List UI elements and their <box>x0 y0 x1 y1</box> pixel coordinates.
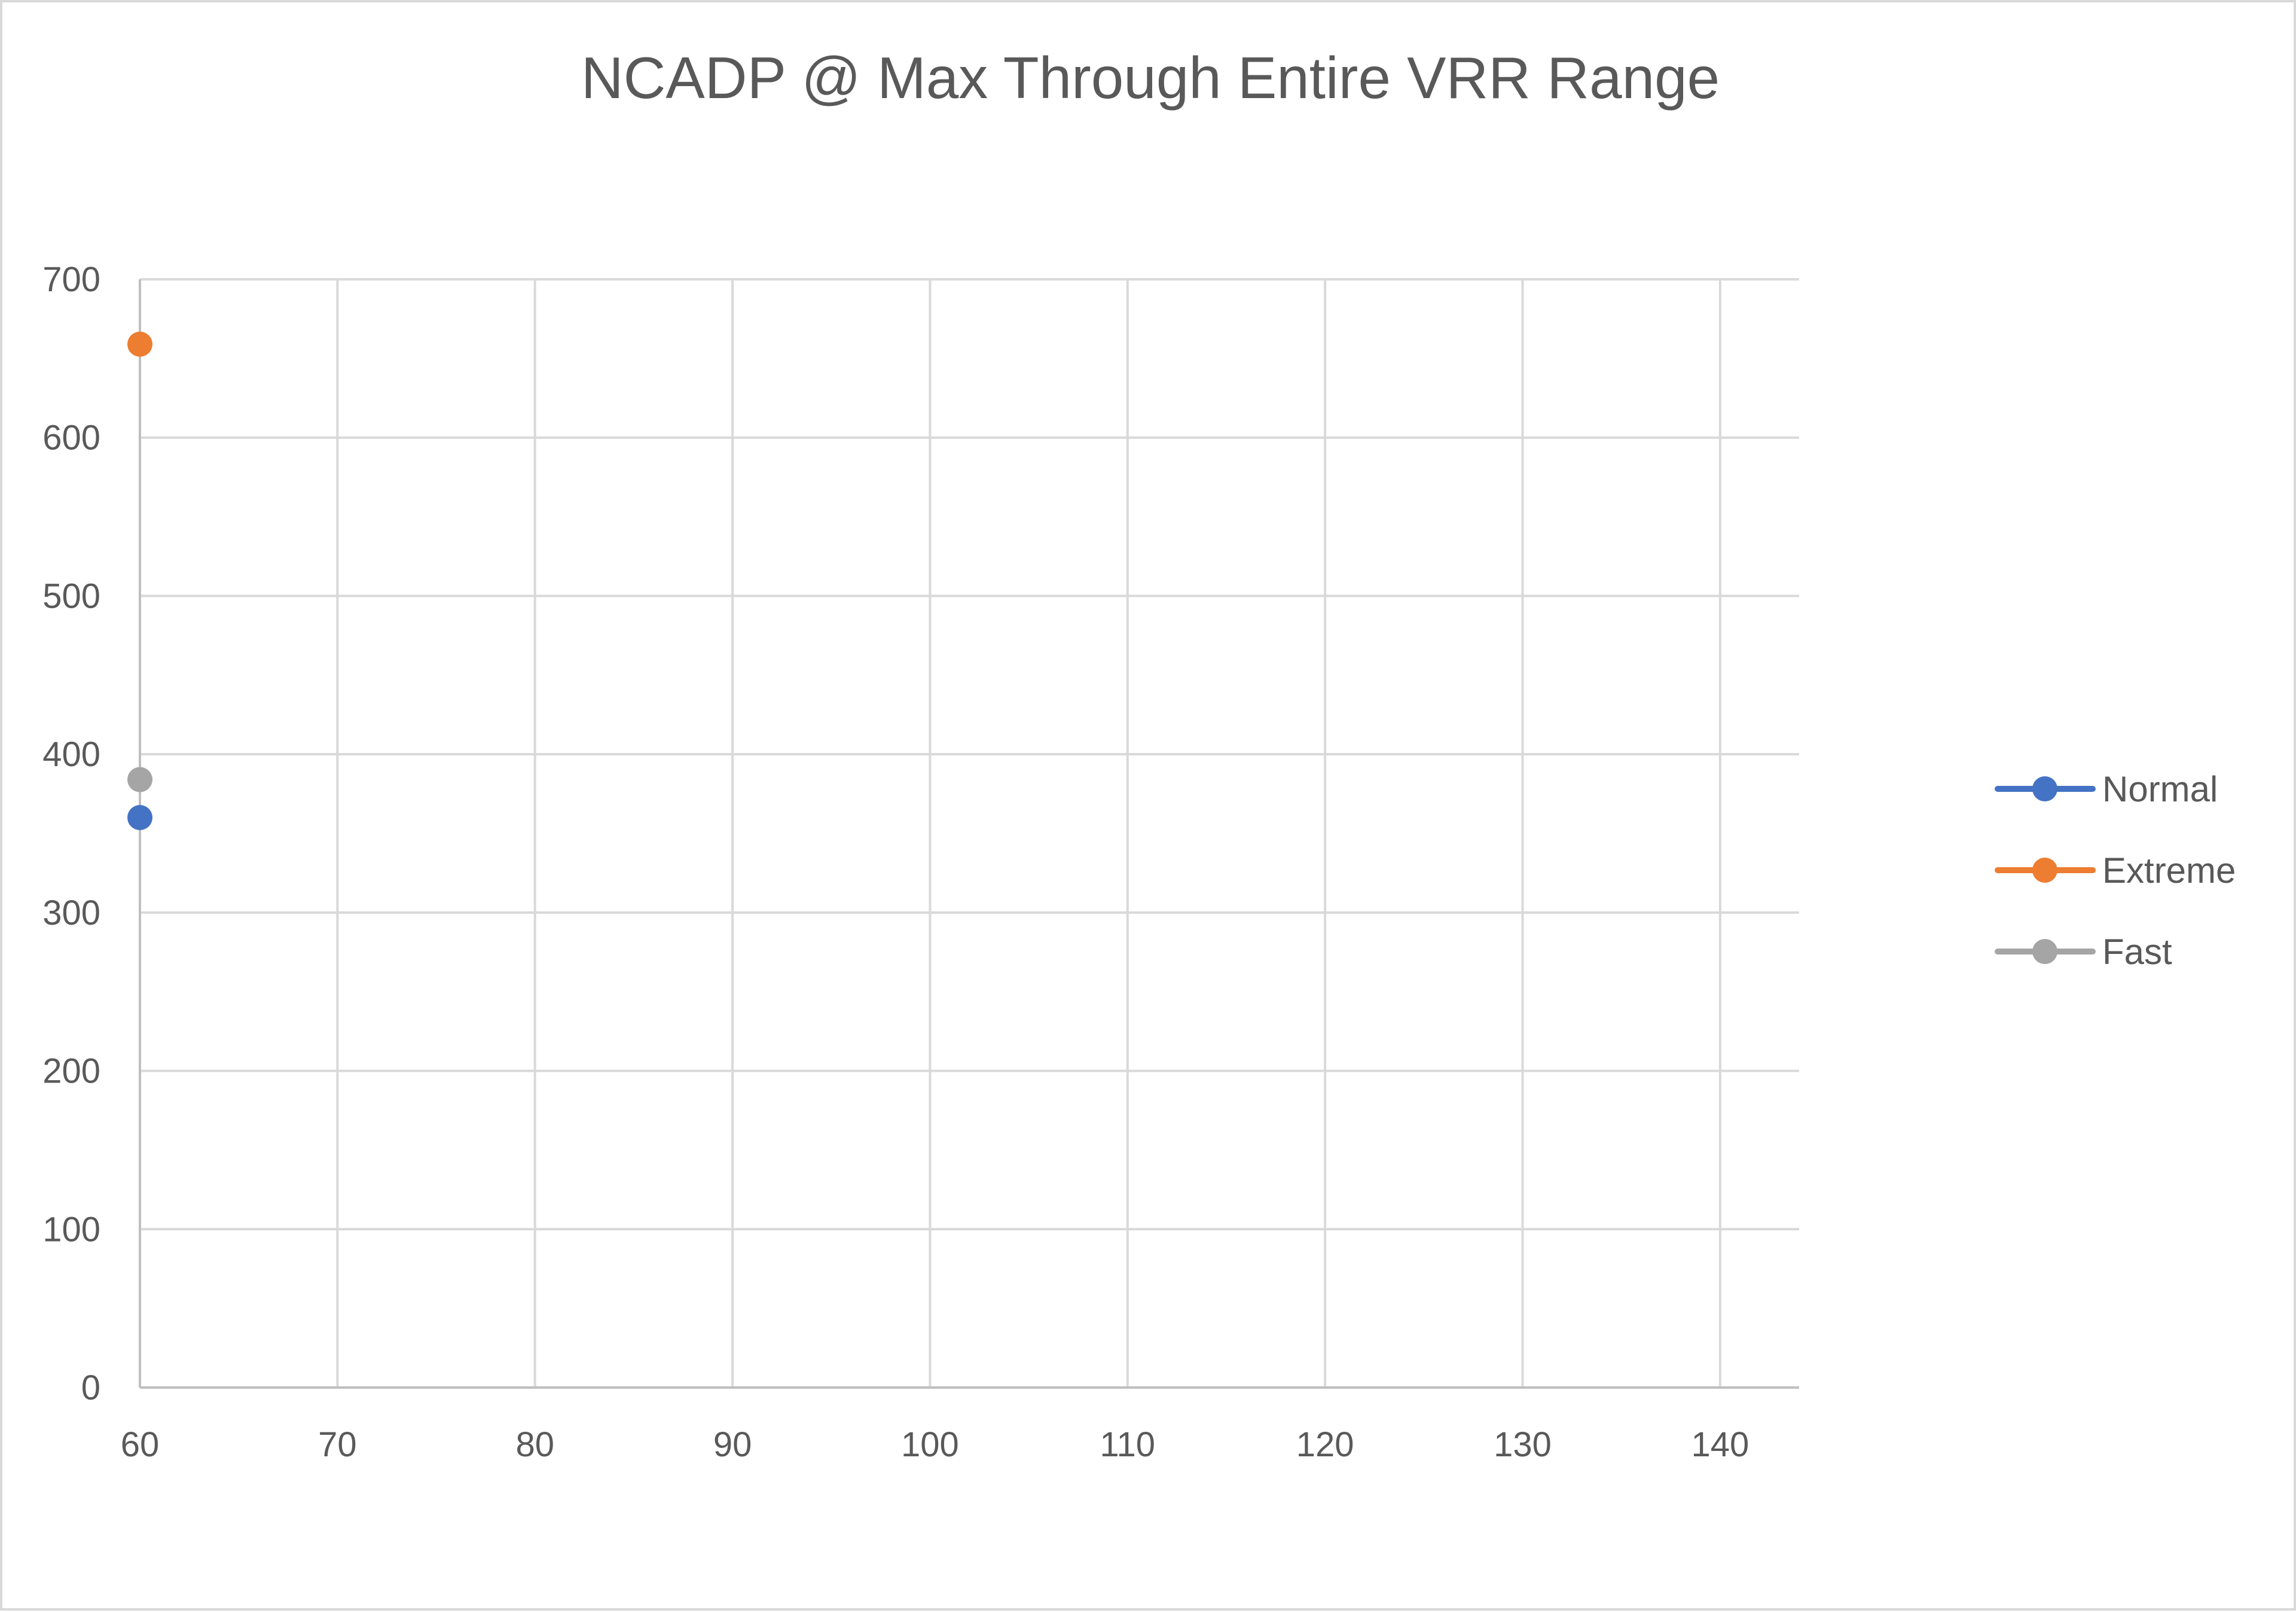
x-tick-label: 60 <box>121 1425 160 1464</box>
legend-marker-extreme <box>2032 858 2057 883</box>
y-tick-label: 600 <box>42 419 100 458</box>
x-tick-label: 110 <box>1100 1425 1155 1464</box>
data-point-fast <box>127 767 152 792</box>
legend-item-normal: Normal <box>1995 769 2218 809</box>
data-point-extreme <box>127 331 152 357</box>
legend-item-extreme: Extreme <box>1995 850 2236 891</box>
x-tick-label: 120 <box>1296 1425 1354 1464</box>
y-tick-label: 700 <box>42 260 100 299</box>
y-tick-label: 400 <box>42 735 100 774</box>
data-points <box>127 331 152 831</box>
legend-label: Extreme <box>2102 850 2236 891</box>
y-tick-label: 200 <box>42 1052 100 1091</box>
x-tick-label: 140 <box>1691 1425 1749 1464</box>
grid-layer <box>140 278 1799 1388</box>
axis-layer <box>139 279 1799 1389</box>
legend-marker-fast <box>2032 939 2057 964</box>
legend-label: Normal <box>2102 769 2218 809</box>
legend-label: Fast <box>2102 932 2172 972</box>
data-point-normal <box>127 805 152 831</box>
x-tick-label: 130 <box>1494 1425 1552 1464</box>
legend: Normal Extreme Fast <box>1995 769 2236 972</box>
y-tick-label: 100 <box>42 1210 100 1249</box>
legend-item-fast: Fast <box>1995 932 2172 972</box>
y-tick-label: 0 <box>81 1368 100 1407</box>
y-tick-label: 500 <box>42 577 100 615</box>
x-tick-label: 70 <box>318 1425 357 1464</box>
x-tick-label: 80 <box>515 1425 554 1464</box>
chart-title: NCADP @ Max Through Entire VRR Range <box>581 45 1720 111</box>
legend-marker-normal <box>2032 776 2057 801</box>
x-tick-label: 90 <box>713 1425 752 1464</box>
y-tick-label: 300 <box>42 894 100 932</box>
tick-labels: 0 100 200 300 400 500 600 700 60 70 80 90 100 110 120 1… <box>42 260 1749 1464</box>
x-tick-label: 100 <box>901 1425 959 1464</box>
